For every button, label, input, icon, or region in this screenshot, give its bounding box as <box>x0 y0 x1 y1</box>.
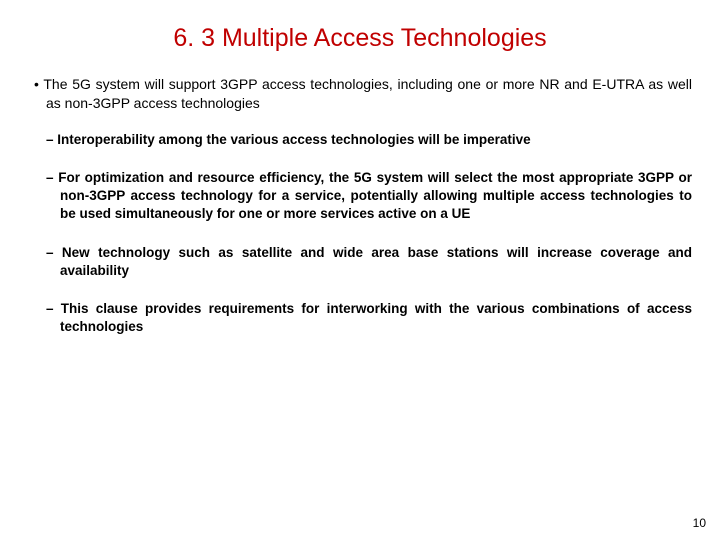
dash-item: This clause provides requirements for in… <box>46 300 692 336</box>
main-bullet: The 5G system will support 3GPP access t… <box>34 75 692 113</box>
dash-item: For optimization and resource efficiency… <box>46 169 692 224</box>
dash-item: Interoperability among the various acces… <box>46 131 692 149</box>
slide-title: 6. 3 Multiple Access Technologies <box>28 24 692 53</box>
page-number: 10 <box>693 516 706 530</box>
dash-list: Interoperability among the various acces… <box>46 131 692 337</box>
dash-item: New technology such as satellite and wid… <box>46 244 692 280</box>
